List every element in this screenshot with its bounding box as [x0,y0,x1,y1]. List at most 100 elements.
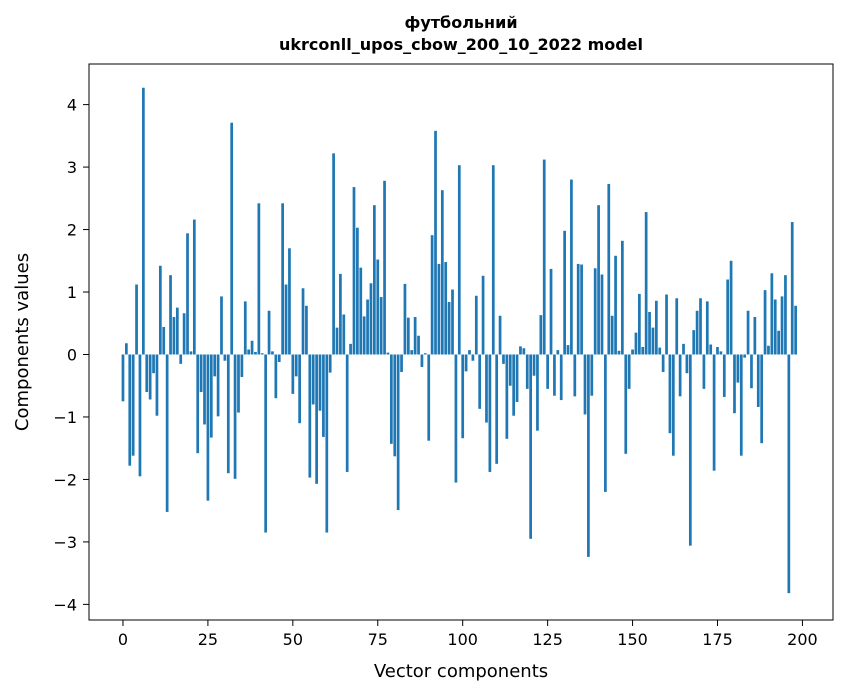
bar [760,354,764,444]
bar [288,248,291,355]
bar [427,354,431,441]
bar [474,295,478,355]
bar [230,122,234,355]
bar [186,233,189,355]
bar [237,354,240,413]
bar [631,349,634,355]
bar [621,240,624,355]
bar [135,284,138,355]
bar [763,290,767,355]
bar [260,353,264,355]
bar [709,344,713,355]
bar [478,354,482,409]
bar [648,312,651,355]
bar [410,350,414,355]
bar [546,354,549,389]
bar [308,354,312,478]
bar [457,165,461,355]
bar [420,354,424,367]
bar [152,354,155,374]
bar [254,352,257,355]
bar [525,354,529,389]
bar [790,222,794,355]
x-tick-label: 25 [198,630,218,649]
bar [627,354,631,389]
bar [767,345,770,355]
bar [777,330,780,355]
bar [468,350,471,355]
bar [726,279,730,355]
bar [192,219,196,355]
bar [746,310,750,355]
bar [461,354,465,439]
bar [196,354,200,454]
bar [570,179,573,355]
bar [145,354,149,392]
bar [359,267,363,355]
bar [383,180,386,355]
bar [451,289,454,355]
y-axis-label: Components values [12,253,33,431]
x-tick-label: 75 [368,630,388,649]
bar [274,354,278,399]
bar [729,260,733,355]
bar [580,264,583,355]
x-tick-label: 0 [118,630,128,649]
x-tick-label: 50 [283,630,303,649]
x-tick-label: 100 [447,630,478,649]
bar [311,354,315,405]
bar [753,317,757,355]
bar [158,265,162,355]
bar [162,327,166,355]
bar [491,165,495,355]
bar [590,354,594,396]
x-tick-label: 125 [532,630,563,649]
bar [277,354,281,362]
bar [488,354,492,472]
bar [362,316,366,355]
bar [515,354,519,402]
bar [213,354,217,377]
bar [373,205,376,355]
bar [301,288,305,355]
bar [454,354,458,483]
bar [716,347,719,355]
bar [182,313,186,355]
bar [369,283,373,355]
y-tick-label: 3 [67,158,77,177]
bar [322,354,325,437]
bar [131,354,135,456]
bar [335,327,339,355]
bar [692,330,696,355]
bar [203,354,206,425]
bar [695,310,699,355]
bar [325,354,329,533]
bar [519,346,522,355]
bar [264,354,268,533]
bar [356,227,359,355]
bar [733,354,736,414]
bar [654,300,658,355]
y-tick-label: −3 [53,533,77,552]
bar [750,354,753,389]
bar [651,327,655,355]
bar [305,305,308,355]
bar [267,310,271,355]
bar [682,343,685,355]
bar [780,296,784,355]
y-tick-label: −4 [53,595,77,614]
bar [148,354,152,400]
bar [328,354,332,373]
bar [719,351,723,355]
bar [440,190,444,355]
bar [553,354,556,396]
chart-title: футбольний ukrconll_upos_cbow_200_10_2022… [279,13,643,54]
bar [430,235,434,355]
bar [559,354,563,401]
bar [294,354,298,377]
bar [505,354,509,439]
bar [539,315,543,355]
bar [250,340,254,355]
bar [390,354,393,444]
